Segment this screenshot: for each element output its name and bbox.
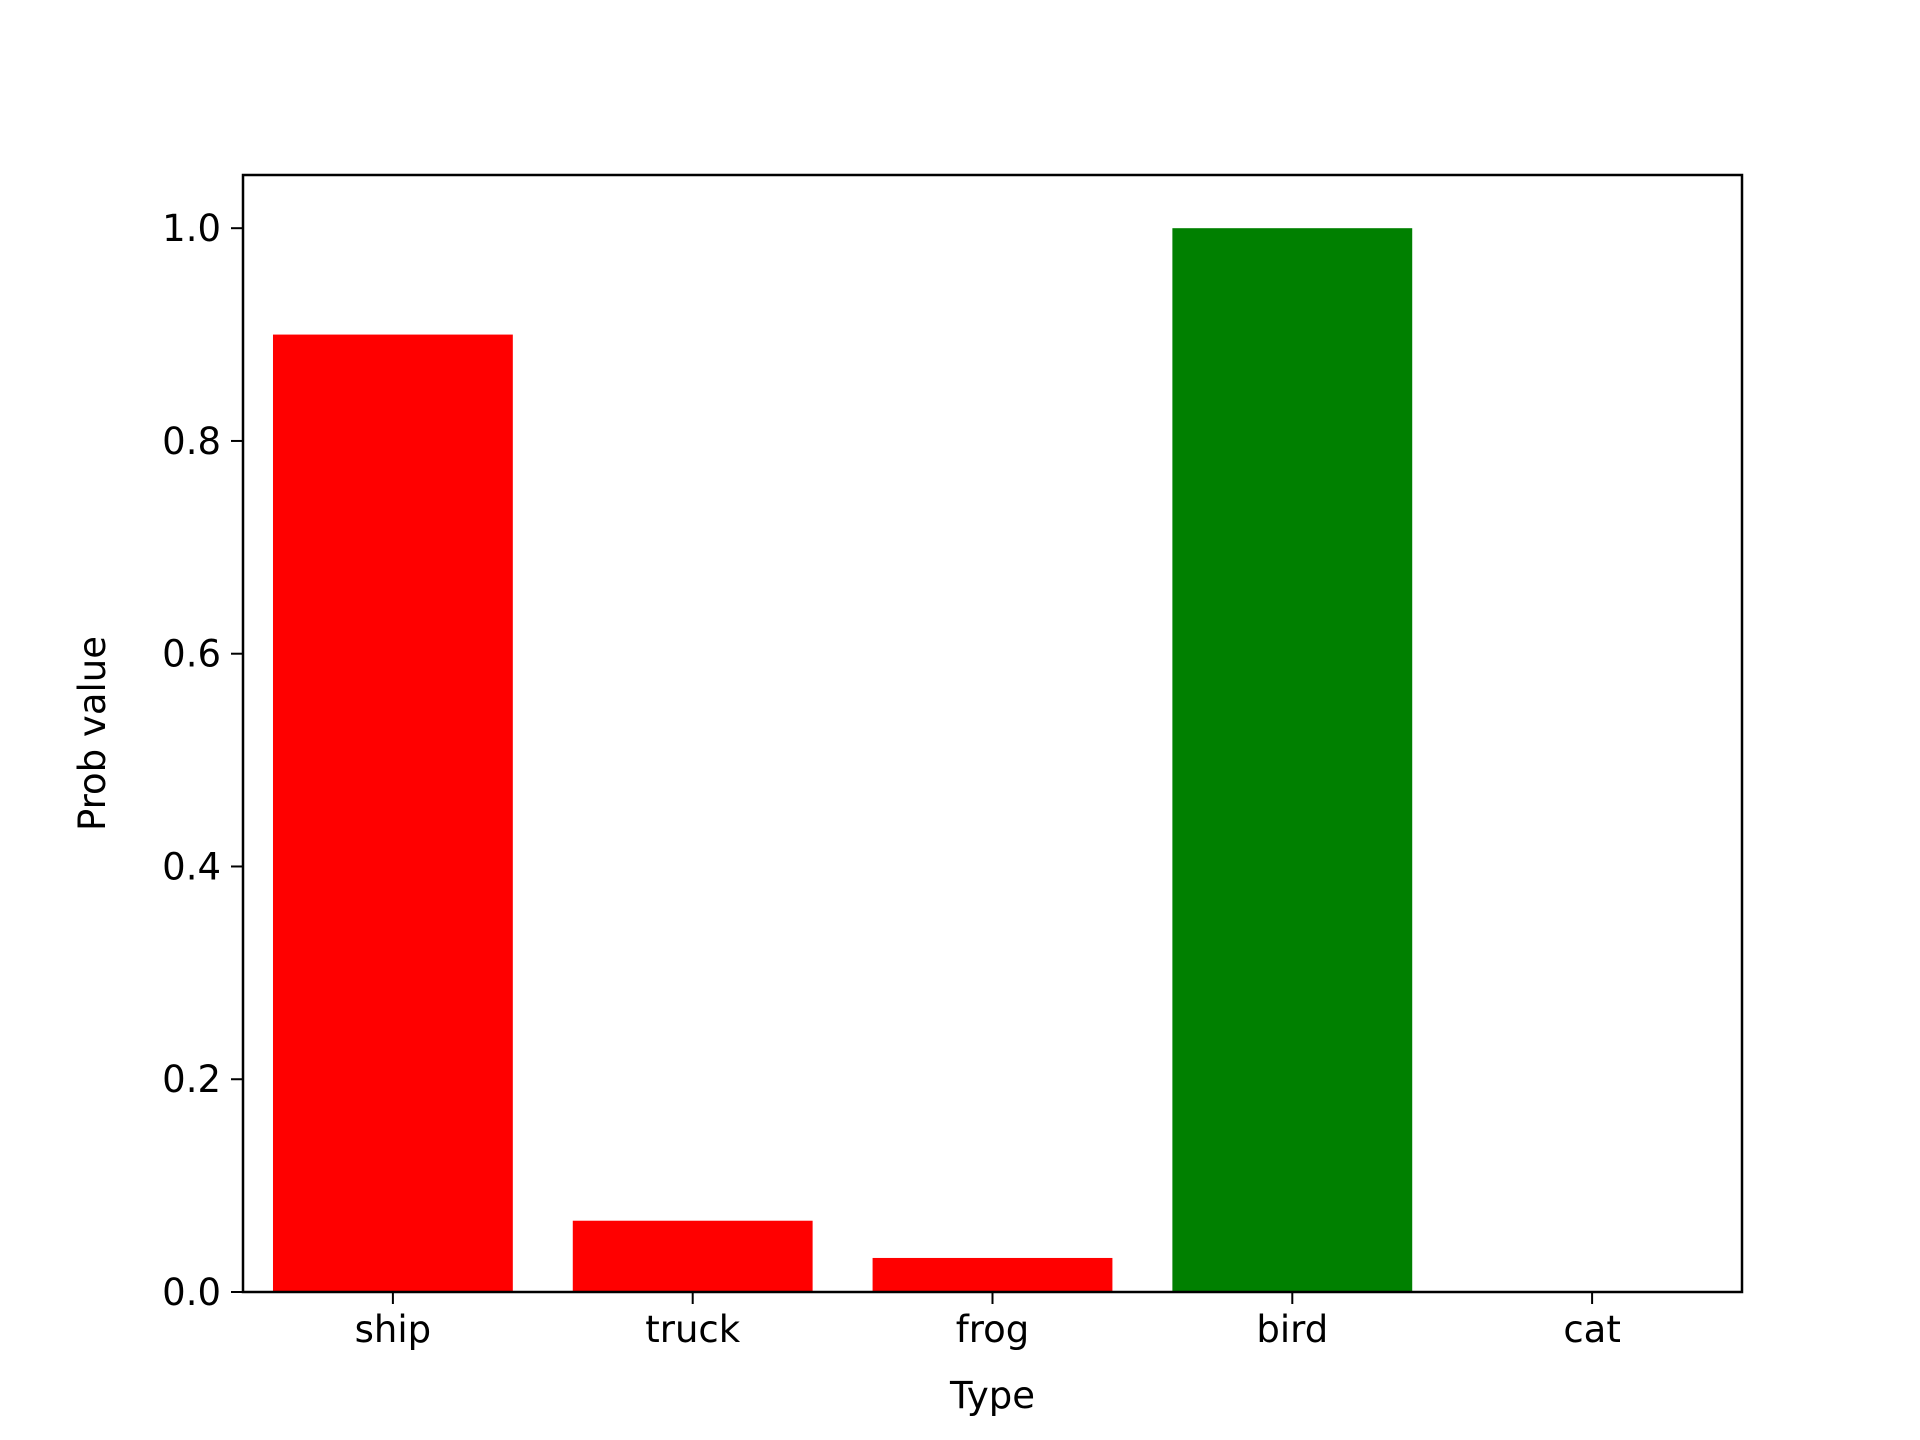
y-tick-label-3: 0.6 [162, 633, 221, 676]
x-tick-label-ship: ship [355, 1308, 432, 1351]
y-tick-label-0: 0.0 [162, 1271, 221, 1314]
y-tick-label-4: 0.8 [162, 420, 221, 463]
bar-bird [1172, 228, 1413, 1293]
y-tick-label-2: 0.4 [162, 845, 221, 888]
plot-frame [241, 173, 1744, 1294]
y-axis-label: Prob value [71, 636, 114, 831]
bar-ship [272, 334, 513, 1293]
x-tick-label-bird: bird [1256, 1308, 1328, 1351]
x-tick-label-frog: frog [956, 1308, 1030, 1351]
x-tick-label-cat: cat [1563, 1308, 1621, 1351]
y-tick-label-1: 0.2 [162, 1058, 221, 1101]
bars-group [272, 228, 1413, 1293]
x-tick-label-truck: truck [645, 1308, 741, 1351]
x-axis-label: Type [949, 1374, 1035, 1417]
y-tick-label-5: 1.0 [162, 207, 221, 250]
bar-frog [872, 1257, 1113, 1292]
ticks-group: ship truck frog bird cat 0.0 0.2 0.4 0.6 0.8 1.0 [162, 207, 1621, 1351]
bar-truck [572, 1220, 813, 1292]
